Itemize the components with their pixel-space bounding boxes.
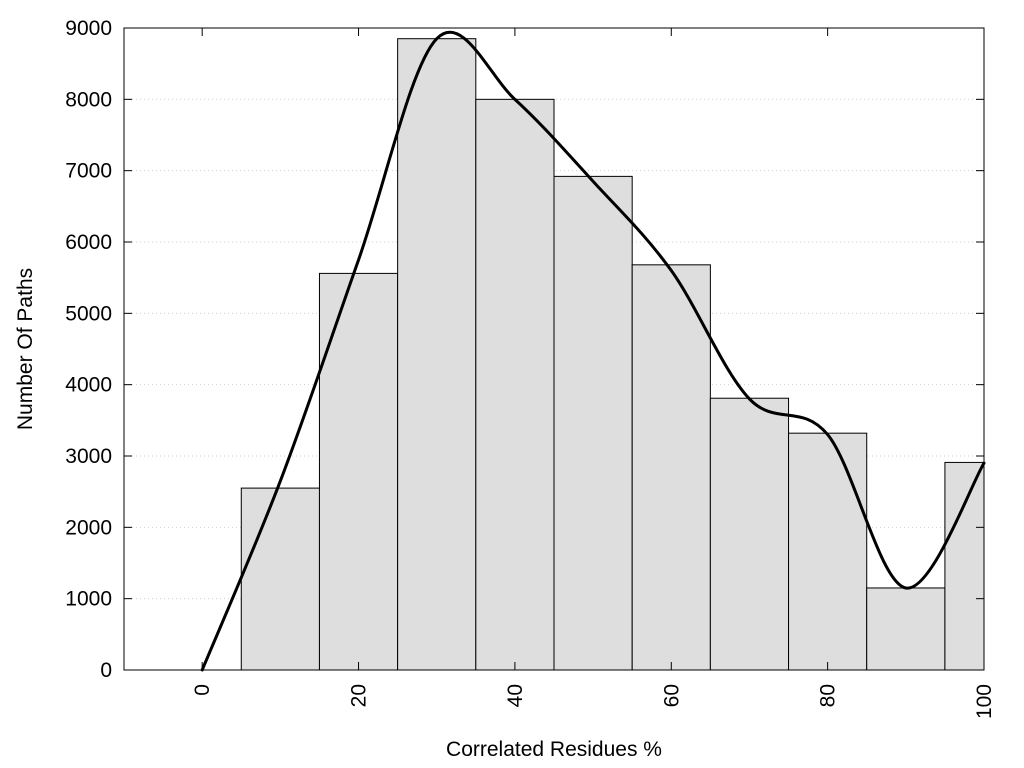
- bar-3: [475, 98, 555, 671]
- bar-5: [631, 264, 711, 671]
- bars: [240, 38, 985, 671]
- bar-6: [709, 397, 790, 671]
- y-tick-label-5000: 5000: [65, 302, 112, 325]
- bar-9: [944, 461, 985, 671]
- bar-2: [397, 38, 477, 671]
- y-tick-label-8000: 8000: [65, 88, 112, 111]
- y-tick-label-7000: 7000: [65, 160, 112, 183]
- density-curve: [200, 30, 986, 672]
- bar-1: [318, 272, 399, 671]
- y-tick-label-1000: 1000: [65, 588, 112, 611]
- x-tick-label-0: 0: [191, 684, 214, 696]
- x-tick-label-60: 60: [660, 684, 683, 707]
- x-tick-label-40: 40: [504, 684, 527, 707]
- tick-labels: 0 1000 2000 3000 4000 5000 6000 7000 8000 9000 0 20…: [65, 17, 996, 719]
- x-tick-label-80: 80: [817, 684, 840, 707]
- bar-8: [866, 587, 946, 671]
- y-tick-label-6000: 6000: [65, 231, 112, 254]
- y-axis-title: Number Of Paths: [14, 268, 37, 430]
- x-tick-label-100: 100: [973, 684, 996, 719]
- y-tick-label-0: 0: [100, 659, 112, 682]
- plot-frame: [123, 27, 985, 671]
- curve-layer: [200, 30, 986, 672]
- x-tick-label-20: 20: [348, 684, 371, 707]
- x-axis-title: Correlated Residues %: [446, 738, 662, 761]
- bar-0: [240, 487, 320, 671]
- bar-4: [553, 175, 633, 671]
- y-tick-label-4000: 4000: [65, 374, 112, 397]
- y-tick-label-2000: 2000: [65, 516, 112, 539]
- y-tick-label-3000: 3000: [65, 445, 112, 468]
- bar-7: [788, 432, 868, 671]
- y-tick-label-9000: 9000: [65, 17, 112, 40]
